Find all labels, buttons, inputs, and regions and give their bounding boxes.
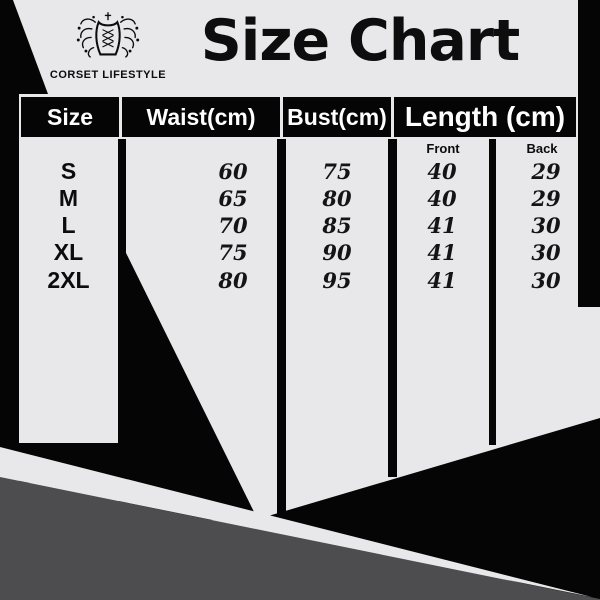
table-row: XL 75 90 41 30 xyxy=(0,239,600,266)
page-title: Size Chart xyxy=(200,8,521,74)
table-row: L 70 85 41 30 xyxy=(0,212,600,239)
waist-value: 80 xyxy=(218,268,248,293)
length-back-value: 29 xyxy=(531,186,561,211)
column-separator xyxy=(489,139,496,445)
bust-value: 95 xyxy=(322,268,352,293)
waist-value: 75 xyxy=(218,240,248,265)
table-row: M 65 80 40 29 xyxy=(0,185,600,212)
header-separator xyxy=(391,97,394,137)
length-back-value: 29 xyxy=(531,159,561,184)
length-front-value: 41 xyxy=(427,213,457,238)
size-label: 2XL xyxy=(47,267,90,293)
bust-value: 75 xyxy=(322,159,352,184)
length-front-value: 41 xyxy=(427,268,457,293)
subcolumn-header-back: Back xyxy=(526,140,558,156)
column-separator xyxy=(277,139,286,517)
size-label: M xyxy=(58,185,79,211)
table-header-bar: Size Waist(cm) Bust(cm) Length (cm) xyxy=(21,97,576,137)
top-left-black-wedge xyxy=(0,0,48,94)
bust-value: 85 xyxy=(322,213,352,238)
size-label: S xyxy=(60,158,77,184)
length-back-value: 30 xyxy=(531,240,561,265)
left-black-margin xyxy=(0,93,19,460)
table-row: 2XL 80 95 41 30 xyxy=(0,267,600,294)
right-black-margin xyxy=(578,0,600,307)
brand-name: CORSET LIFESTYLE xyxy=(49,69,167,81)
column-separator xyxy=(118,139,126,471)
length-back-value: 30 xyxy=(531,268,561,293)
size-label: XL xyxy=(53,239,84,265)
length-back-value: 30 xyxy=(531,213,561,238)
header-separator xyxy=(280,97,283,137)
column-header-length: Length (cm) xyxy=(404,101,566,132)
corset-icon xyxy=(76,12,140,58)
waist-value: 70 xyxy=(218,213,248,238)
waist-value: 65 xyxy=(218,186,248,211)
table-row: S 60 75 40 29 xyxy=(0,158,600,185)
bust-value: 90 xyxy=(322,240,352,265)
header-separator xyxy=(119,97,122,137)
waist-value: 60 xyxy=(218,159,248,184)
column-header-bust: Bust(cm) xyxy=(287,103,387,130)
length-front-value: 40 xyxy=(427,159,457,184)
brand-logo: CORSET LIFESTYLE xyxy=(42,12,174,84)
subcolumn-header-front: Front xyxy=(426,140,460,156)
length-front-value: 41 xyxy=(427,240,457,265)
column-header-waist: Waist(cm) xyxy=(146,103,256,130)
column-header-size: Size xyxy=(46,103,94,130)
size-label: L xyxy=(61,212,76,238)
length-front-value: 40 xyxy=(427,186,457,211)
column-separator xyxy=(388,139,397,477)
bust-value: 80 xyxy=(322,186,352,211)
